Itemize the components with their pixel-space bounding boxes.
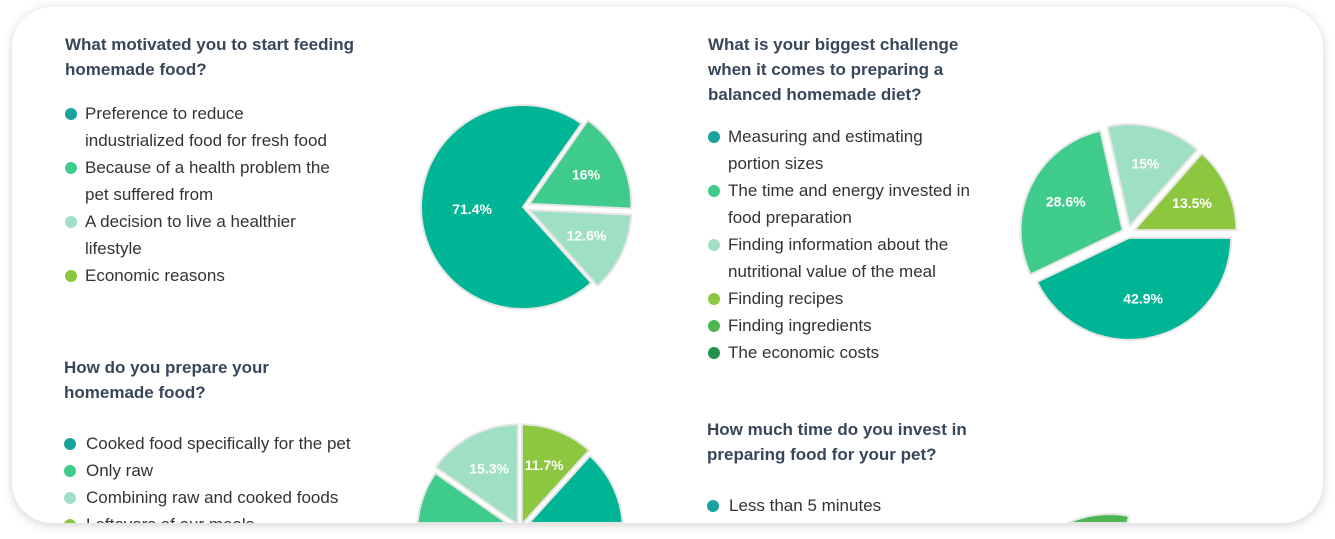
pie-slice	[527, 118, 633, 210]
legend-item: Combining raw and cooked foods	[64, 484, 351, 511]
legend-item: The economic costs	[708, 339, 970, 366]
legend-label: food preparation	[728, 208, 852, 227]
legend-dot-icon	[65, 270, 77, 282]
pie-data-label: 15%	[1131, 156, 1160, 172]
legend-label: Preference to reduce	[85, 104, 244, 123]
legend-label: lifestyle	[85, 239, 142, 258]
legend: Less than 5 minutes	[707, 492, 967, 519]
legend-item: Less than 5 minutes	[707, 492, 967, 519]
legend-dot-icon	[708, 131, 720, 143]
question-title-line: preparing food for your pet?	[707, 445, 937, 464]
legend-label: A decision to live a healthier	[85, 212, 296, 231]
question-title-line: How do you prepare your	[64, 358, 269, 377]
pie-slice	[434, 423, 519, 523]
question-title: How much time do you invest in preparing …	[707, 417, 967, 467]
legend-item: Only raw	[64, 457, 351, 484]
legend: Preference to reduce industrialized food …	[65, 100, 354, 289]
legend-dot-icon	[708, 239, 720, 251]
survey-card: 71.4% 16% 12.6% 42.9% 28.6% 15% 13.5% 15.3% 11.7…	[12, 7, 1323, 523]
question-motivation: What motivated you to start feeding homem…	[65, 32, 354, 289]
pie-data-label: 11.7%	[525, 457, 564, 473]
legend-label: The economic costs	[728, 343, 880, 362]
pie-data-label: 12.6%	[567, 228, 607, 244]
question-title-line: homemade food?	[65, 60, 207, 79]
pie-data-label: 16%	[572, 167, 601, 183]
question-title: What is your biggest challenge when it co…	[708, 32, 970, 107]
legend-label: pet suffered from	[85, 185, 214, 204]
legend-label: The time and energy invested in	[728, 181, 970, 200]
legend-dot-icon	[65, 108, 77, 120]
pie-slice	[416, 471, 509, 523]
legend-item: Preference to reduce industrialized food …	[65, 100, 354, 154]
question-title-line: balanced homemade diet?	[708, 85, 922, 104]
pie-slice	[526, 208, 633, 288]
legend-item: Cooked food specifically for the pet	[64, 430, 351, 457]
pie-slice	[1019, 129, 1124, 276]
pie-slice	[1035, 236, 1233, 341]
legend-dot-icon	[708, 293, 720, 305]
pie-slice	[1106, 123, 1199, 229]
question-title-line: What is your biggest challenge	[708, 35, 959, 54]
legend-item: Economic reasons	[65, 262, 354, 289]
pie-slice	[520, 423, 591, 523]
pie-data-label: 28.6%	[1046, 193, 1086, 209]
legend-label: Finding information about the	[728, 235, 949, 254]
pie-data-label: 42.9%	[1123, 290, 1163, 306]
legend-dot-icon	[708, 320, 720, 332]
legend-item: Finding recipes	[708, 285, 970, 312]
legend-label: Finding ingredients	[728, 316, 872, 335]
legend-label: industrialized food for fresh food	[85, 131, 327, 150]
pie-slice	[1132, 152, 1238, 232]
legend-label: Economic reasons	[85, 266, 225, 285]
legend-label: Cooked food specifically for the pet	[86, 434, 351, 453]
pie-slice	[1067, 513, 1131, 523]
legend-label: Only raw	[86, 461, 154, 480]
question-time: How much time do you invest in preparing …	[707, 417, 967, 519]
legend: Measuring and estimating portion sizes The…	[708, 123, 970, 366]
pie-data-label: 13.5%	[1172, 195, 1212, 211]
legend: Cooked food specifically for the pet Only…	[64, 430, 351, 523]
legend-label: Combining raw and cooked foods	[86, 488, 339, 507]
legend-item: The time and energy invested in food prep…	[708, 177, 970, 231]
pie-data-label: 15.3%	[469, 460, 509, 476]
legend-dot-icon	[65, 216, 77, 228]
legend-label: Less than 5 minutes	[729, 496, 882, 515]
question-title: How do you prepare your homemade food?	[64, 355, 351, 405]
legend-label: Because of a health problem the	[85, 158, 330, 177]
legend-item: Because of a health problem the pet suffe…	[65, 154, 354, 208]
pie-charts: 71.4% 16% 12.6% 42.9% 28.6% 15% 13.5% 15.3% 11.7…	[416, 104, 1238, 523]
legend-item: Finding information about the nutritional…	[708, 231, 970, 285]
legend-item: Finding ingredients	[708, 312, 970, 339]
legend-dot-icon	[64, 492, 76, 504]
question-challenge: What is your biggest challenge when it co…	[708, 32, 970, 366]
legend-item: Leftovers of our meals	[64, 511, 351, 523]
legend-label: Finding recipes	[728, 289, 844, 308]
pie-slice	[420, 104, 593, 311]
legend-label: portion sizes	[728, 154, 824, 173]
question-preparation: How do you prepare your homemade food? Coo…	[64, 355, 351, 523]
question-title-line: What motivated you to start feeding	[65, 35, 355, 54]
question-title-line: How much time do you invest in	[707, 420, 967, 439]
question-title-line: when it comes to preparing a	[708, 60, 944, 79]
question-title: What motivated you to start feeding homem…	[65, 32, 354, 82]
pie-data-label: 71.4%	[452, 201, 492, 217]
legend-item: A decision to live a healthier lifestyle	[65, 208, 354, 262]
legend-dot-icon	[707, 500, 719, 512]
legend-dot-icon	[65, 162, 77, 174]
legend-dot-icon	[64, 519, 76, 523]
legend-label: Leftovers of our meals	[86, 511, 351, 523]
question-title-line: homemade food?	[64, 383, 206, 402]
legend-dot-icon	[64, 438, 76, 450]
pie-slice	[527, 454, 624, 523]
legend-label: nutritional value of the meal	[728, 262, 936, 281]
legend-dot-icon	[64, 465, 76, 477]
legend-dot-icon	[708, 347, 720, 359]
legend-dot-icon	[708, 185, 720, 197]
legend-label: Measuring and estimating	[728, 127, 923, 146]
legend-item: Measuring and estimating portion sizes	[708, 123, 970, 177]
